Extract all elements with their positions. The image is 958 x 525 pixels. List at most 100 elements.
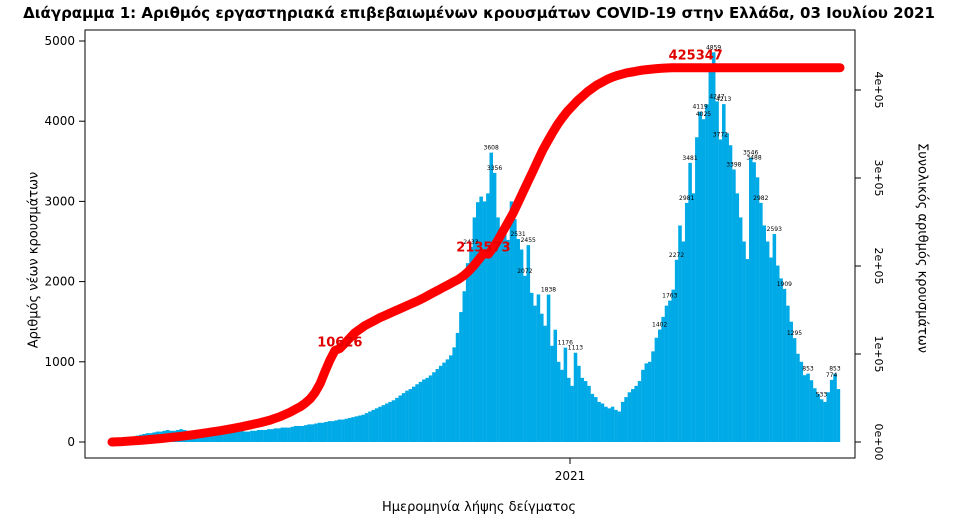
bar — [617, 411, 622, 442]
bar — [465, 263, 470, 442]
bar — [223, 431, 227, 442]
bar — [567, 377, 571, 442]
bar — [499, 231, 504, 442]
bar — [732, 169, 736, 442]
plot-frame — [84, 29, 856, 459]
bar-label: 2981 — [679, 195, 694, 202]
bar — [560, 369, 564, 442]
bar — [718, 139, 723, 442]
bar — [398, 395, 403, 442]
bar — [546, 294, 551, 442]
bar — [634, 385, 638, 442]
bar — [411, 386, 416, 442]
bar — [351, 417, 355, 442]
bar — [711, 52, 716, 443]
y-tick-label-left: 3000 — [44, 194, 75, 208]
cumulative-cases-line — [107, 63, 845, 447]
bar — [304, 425, 308, 442]
bar — [442, 362, 446, 442]
bar-label: 4859 — [706, 44, 721, 51]
bar — [637, 381, 642, 442]
bar-label: 1295 — [787, 330, 802, 337]
bar — [337, 419, 342, 442]
bar — [523, 275, 527, 442]
bar — [482, 201, 487, 442]
bar — [556, 361, 561, 442]
bar — [583, 381, 588, 442]
bar — [374, 408, 379, 442]
bar — [533, 305, 537, 442]
bar — [358, 415, 362, 442]
bar — [256, 429, 261, 442]
bar — [428, 375, 433, 442]
bar — [368, 411, 372, 442]
bar — [540, 313, 544, 442]
bar — [536, 294, 541, 442]
bar — [401, 393, 406, 442]
bar — [432, 372, 436, 442]
bar — [287, 427, 291, 442]
x-axis-label: Ημερομηνία λήψης δείγματος — [382, 500, 576, 515]
bar — [695, 137, 699, 443]
bar — [405, 390, 409, 442]
bar — [486, 193, 490, 442]
bar — [277, 428, 281, 442]
bar — [509, 201, 514, 442]
bar — [459, 312, 463, 442]
bar — [267, 429, 271, 442]
bar — [590, 393, 595, 442]
bar — [836, 389, 841, 442]
bar — [688, 162, 692, 443]
bar — [684, 202, 689, 442]
bar — [378, 406, 382, 442]
y-tick-label-right: 3e+05 — [872, 160, 885, 197]
bar — [469, 246, 473, 442]
bar — [229, 432, 234, 442]
bar — [614, 409, 618, 442]
cumulative-annotation: 425347 — [669, 49, 723, 64]
bar-label: 2531 — [510, 231, 525, 238]
bar — [664, 305, 669, 442]
bar-label: 2433 — [463, 239, 478, 246]
bar — [597, 401, 601, 442]
y-tick-label-left: 2000 — [44, 275, 75, 289]
bar — [708, 71, 713, 442]
bar — [735, 193, 740, 442]
annotations-group: 10626 213573 425347 — [317, 49, 723, 351]
bar — [580, 377, 585, 442]
bar — [681, 241, 686, 442]
bar-label: 4247 — [709, 93, 724, 100]
bar — [799, 361, 804, 442]
bar — [624, 397, 628, 442]
bar — [577, 365, 581, 442]
bar-label: 3398 — [726, 161, 741, 168]
bar — [600, 403, 605, 442]
bar — [661, 316, 665, 442]
bar — [422, 379, 426, 442]
bar — [354, 416, 359, 442]
bar — [738, 217, 743, 442]
bar — [604, 406, 608, 442]
bar — [371, 409, 376, 442]
bar — [314, 423, 318, 442]
bar — [452, 347, 456, 442]
bar — [449, 355, 453, 442]
bar — [722, 104, 726, 442]
bar — [307, 424, 312, 442]
bar-label: 1909 — [777, 281, 792, 288]
bar — [516, 239, 520, 442]
bar — [297, 425, 301, 442]
bar-label: 2593 — [767, 226, 782, 233]
cumulative-annotation: 213573 — [456, 241, 510, 256]
bar — [570, 385, 574, 442]
bar — [479, 196, 483, 442]
bar — [246, 431, 251, 442]
bar — [593, 397, 598, 442]
bar — [506, 239, 510, 442]
bar — [550, 345, 554, 442]
bar — [395, 397, 399, 442]
bar — [438, 365, 443, 442]
bar-label: 3772 — [713, 131, 728, 138]
